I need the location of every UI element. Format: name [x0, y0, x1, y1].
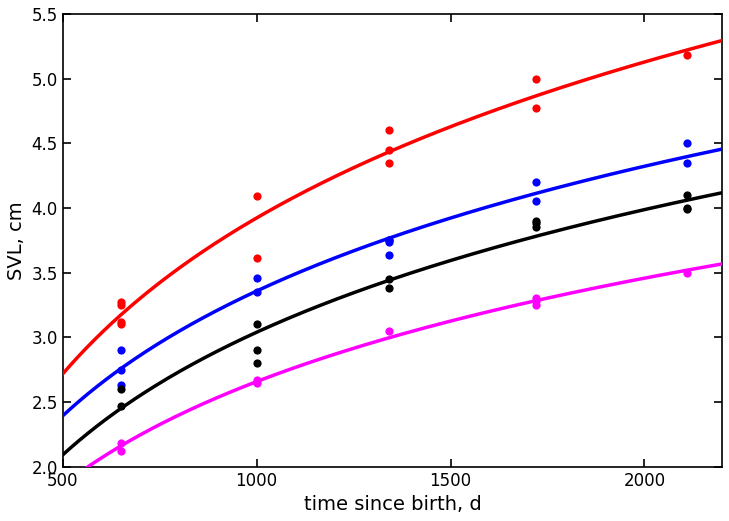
Point: [251, 346, 262, 354]
Point: [682, 51, 693, 59]
Point: [383, 145, 394, 154]
Point: [115, 402, 127, 410]
Point: [530, 294, 542, 303]
Point: [251, 320, 262, 329]
Point: [115, 301, 127, 309]
Point: [530, 178, 542, 186]
Point: [530, 219, 542, 228]
Point: [383, 236, 394, 244]
Point: [383, 126, 394, 134]
Point: [383, 275, 394, 283]
Point: [251, 378, 262, 387]
Point: [115, 318, 127, 326]
Point: [251, 192, 262, 201]
Point: [251, 359, 262, 367]
Point: [251, 376, 262, 384]
Point: [383, 284, 394, 292]
Point: [115, 365, 127, 374]
Point: [251, 288, 262, 296]
X-axis label: time since birth, d: time since birth, d: [303, 495, 481, 514]
Point: [530, 197, 542, 206]
Point: [115, 439, 127, 448]
Point: [682, 191, 693, 199]
Point: [383, 238, 394, 246]
Point: [530, 223, 542, 231]
Point: [682, 158, 693, 167]
Point: [383, 327, 394, 335]
Point: [251, 274, 262, 282]
Point: [682, 205, 693, 214]
Point: [530, 301, 542, 309]
Point: [682, 268, 693, 277]
Point: [530, 217, 542, 225]
Point: [682, 204, 693, 212]
Point: [115, 298, 127, 306]
Y-axis label: SVL, cm: SVL, cm: [7, 201, 26, 280]
Point: [383, 251, 394, 259]
Point: [530, 297, 542, 305]
Point: [115, 385, 127, 393]
Point: [251, 254, 262, 263]
Point: [383, 236, 394, 244]
Point: [115, 381, 127, 389]
Point: [682, 139, 693, 147]
Point: [115, 447, 127, 455]
Point: [383, 158, 394, 167]
Point: [530, 75, 542, 83]
Point: [115, 346, 127, 354]
Point: [115, 320, 127, 329]
Point: [530, 104, 542, 113]
